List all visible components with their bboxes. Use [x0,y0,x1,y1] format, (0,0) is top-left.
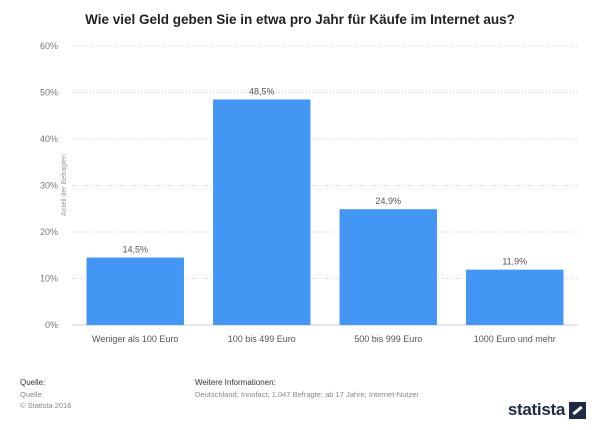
info-text: Deutschland; Innofact; 1.047 Befragte; a… [195,390,419,399]
bar-chart: 0% 10% 20% 30% 40% 50% 60% Anteil der Befragten… [40,41,578,344]
x-category-label: 100 bis 499 Euro [228,334,296,344]
x-category-label: Weniger als 100 Euro [92,334,178,344]
bar [213,99,311,325]
data-label: 11,9% [502,257,527,267]
data-label: 24,9% [375,196,401,206]
source-text[interactable]: Quelle [20,390,42,399]
chart-title: Wie viel Geld geben Sie in etwa pro Jahr… [85,12,515,27]
info-heading: Weitere Informationen: [195,378,276,387]
bar [466,269,564,325]
y-tick-label: 60% [40,41,58,51]
bar [86,257,184,325]
y-tick-label: 20% [40,227,58,237]
source-heading: Quelle: [20,378,46,387]
data-label: 48,5% [249,86,275,96]
copyright-text: © Statista 2016 [20,401,72,410]
statista-logo[interactable]: statista [508,400,586,420]
y-tick-label: 50% [40,88,58,98]
data-label: 14,5% [122,245,148,255]
x-category-label: 500 bis 999 Euro [354,334,422,344]
bar [339,209,437,325]
x-category-label: 1000 Euro und mehr [474,334,556,344]
y-axis-label: Anteil der Befragten [61,154,68,216]
logo-text: statista [507,400,565,419]
statista-logo-icon [569,401,586,419]
y-tick-label: 10% [40,274,58,284]
y-tick-label: 40% [40,134,58,144]
y-tick-label: 30% [40,181,58,191]
y-tick-label: 0% [45,320,58,330]
